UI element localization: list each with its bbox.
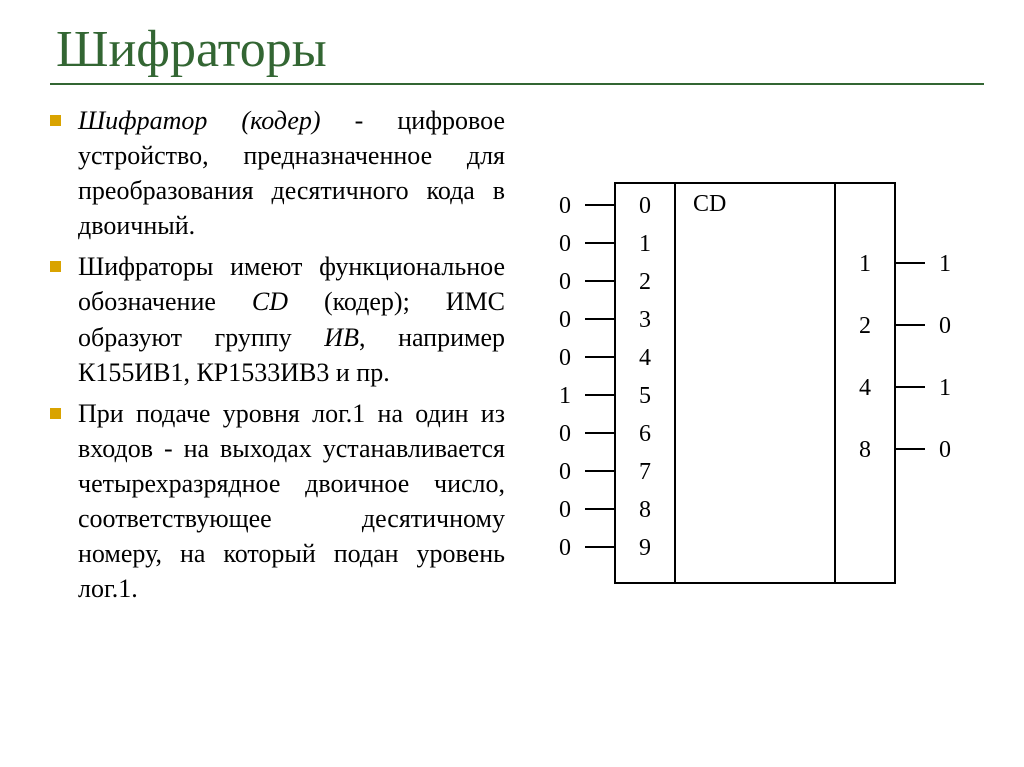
- bullet-2-iv: ИВ: [324, 323, 359, 352]
- text-column: Шифратор (кодер) - цифровое устройство, …: [50, 103, 505, 613]
- output-value: 1: [939, 251, 951, 277]
- input-pin: 1: [639, 231, 651, 257]
- bullet-1: Шифратор (кодер) - цифровое устройство, …: [50, 103, 505, 243]
- input-pin: 5: [639, 383, 651, 409]
- input-value: 0: [559, 459, 571, 485]
- input-value: 0: [559, 231, 571, 257]
- bullet-2-cd: CD: [252, 287, 288, 316]
- input-value: 0: [559, 497, 571, 523]
- input-pin: 4: [639, 345, 651, 371]
- output-value: 1: [939, 375, 951, 401]
- bullet-2: Шифраторы имеют функциональное обозначен…: [50, 249, 505, 389]
- title-divider: [50, 83, 984, 85]
- content-row: Шифратор (кодер) - цифровое устройство, …: [50, 103, 984, 613]
- bullet-list: Шифратор (кодер) - цифровое устройство, …: [50, 103, 505, 606]
- input-pin: 0: [639, 193, 651, 219]
- output-pin: 2: [859, 313, 871, 339]
- bullet-3: При подаче уровня лог.1 на один из входо…: [50, 396, 505, 607]
- input-value: 0: [559, 421, 571, 447]
- input-pin: 3: [639, 307, 651, 333]
- output-value: 0: [939, 313, 951, 339]
- input-value: 1: [559, 383, 571, 409]
- input-value: 0: [559, 345, 571, 371]
- input-value: 0: [559, 269, 571, 295]
- diagram-column: CD 0 0 0 1 0 2 0 3 0 4 1 5 0 6 0 7 0 8 0 9 1 1 2 0 4 1 8 0: [535, 103, 965, 613]
- cd-label: CD: [693, 191, 726, 217]
- input-pin: 7: [639, 459, 651, 485]
- input-value: 0: [559, 307, 571, 333]
- encoder-diagram: CD 0 0 0 1 0 2 0 3 0 4 1 5 0 6 0 7 0 8 0 9 1 1 2 0 4 1 8 0: [535, 173, 965, 613]
- input-pin: 6: [639, 421, 651, 447]
- input-pin: 8: [639, 497, 651, 523]
- output-pin: 1: [859, 251, 871, 277]
- output-value: 0: [939, 437, 951, 463]
- input-value: 0: [559, 193, 571, 219]
- output-pin: 4: [859, 375, 871, 401]
- input-value: 0: [559, 535, 571, 561]
- bullet-1-lead: Шифратор (кодер): [78, 106, 321, 135]
- page-title: Шифраторы: [56, 20, 984, 79]
- input-pin: 2: [639, 269, 651, 295]
- input-pin: 9: [639, 535, 651, 561]
- output-pin: 8: [859, 437, 871, 463]
